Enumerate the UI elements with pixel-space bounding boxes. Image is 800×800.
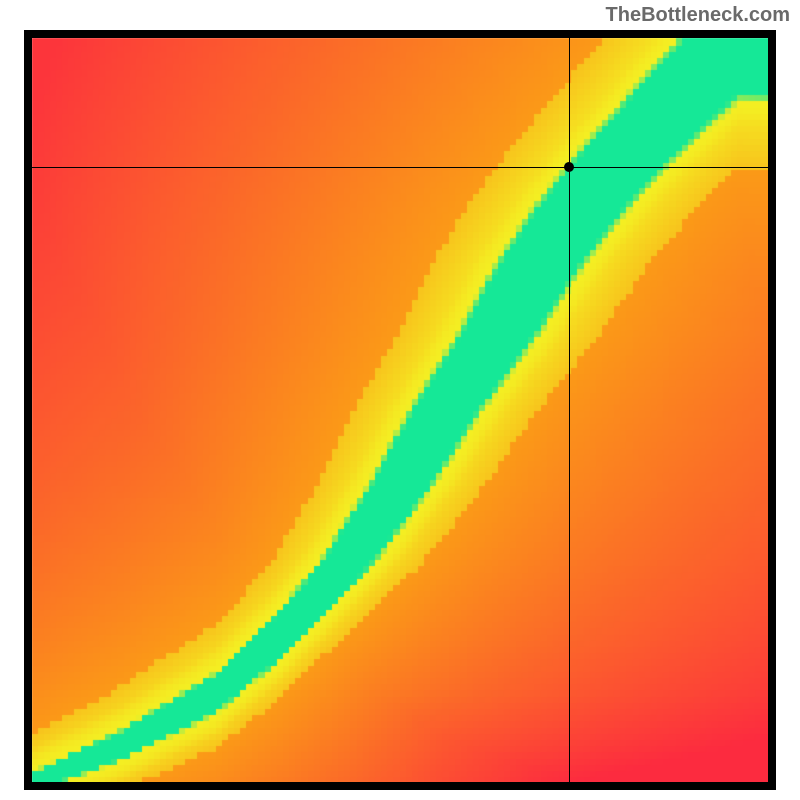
chart-container: TheBottleneck.com <box>0 0 800 800</box>
crosshair-marker <box>564 162 574 172</box>
watermark-text: TheBottleneck.com <box>606 4 790 27</box>
plot-area <box>24 30 776 790</box>
crosshair-vertical <box>569 38 570 782</box>
heatmap-canvas <box>24 30 776 790</box>
crosshair-horizontal <box>32 167 768 168</box>
